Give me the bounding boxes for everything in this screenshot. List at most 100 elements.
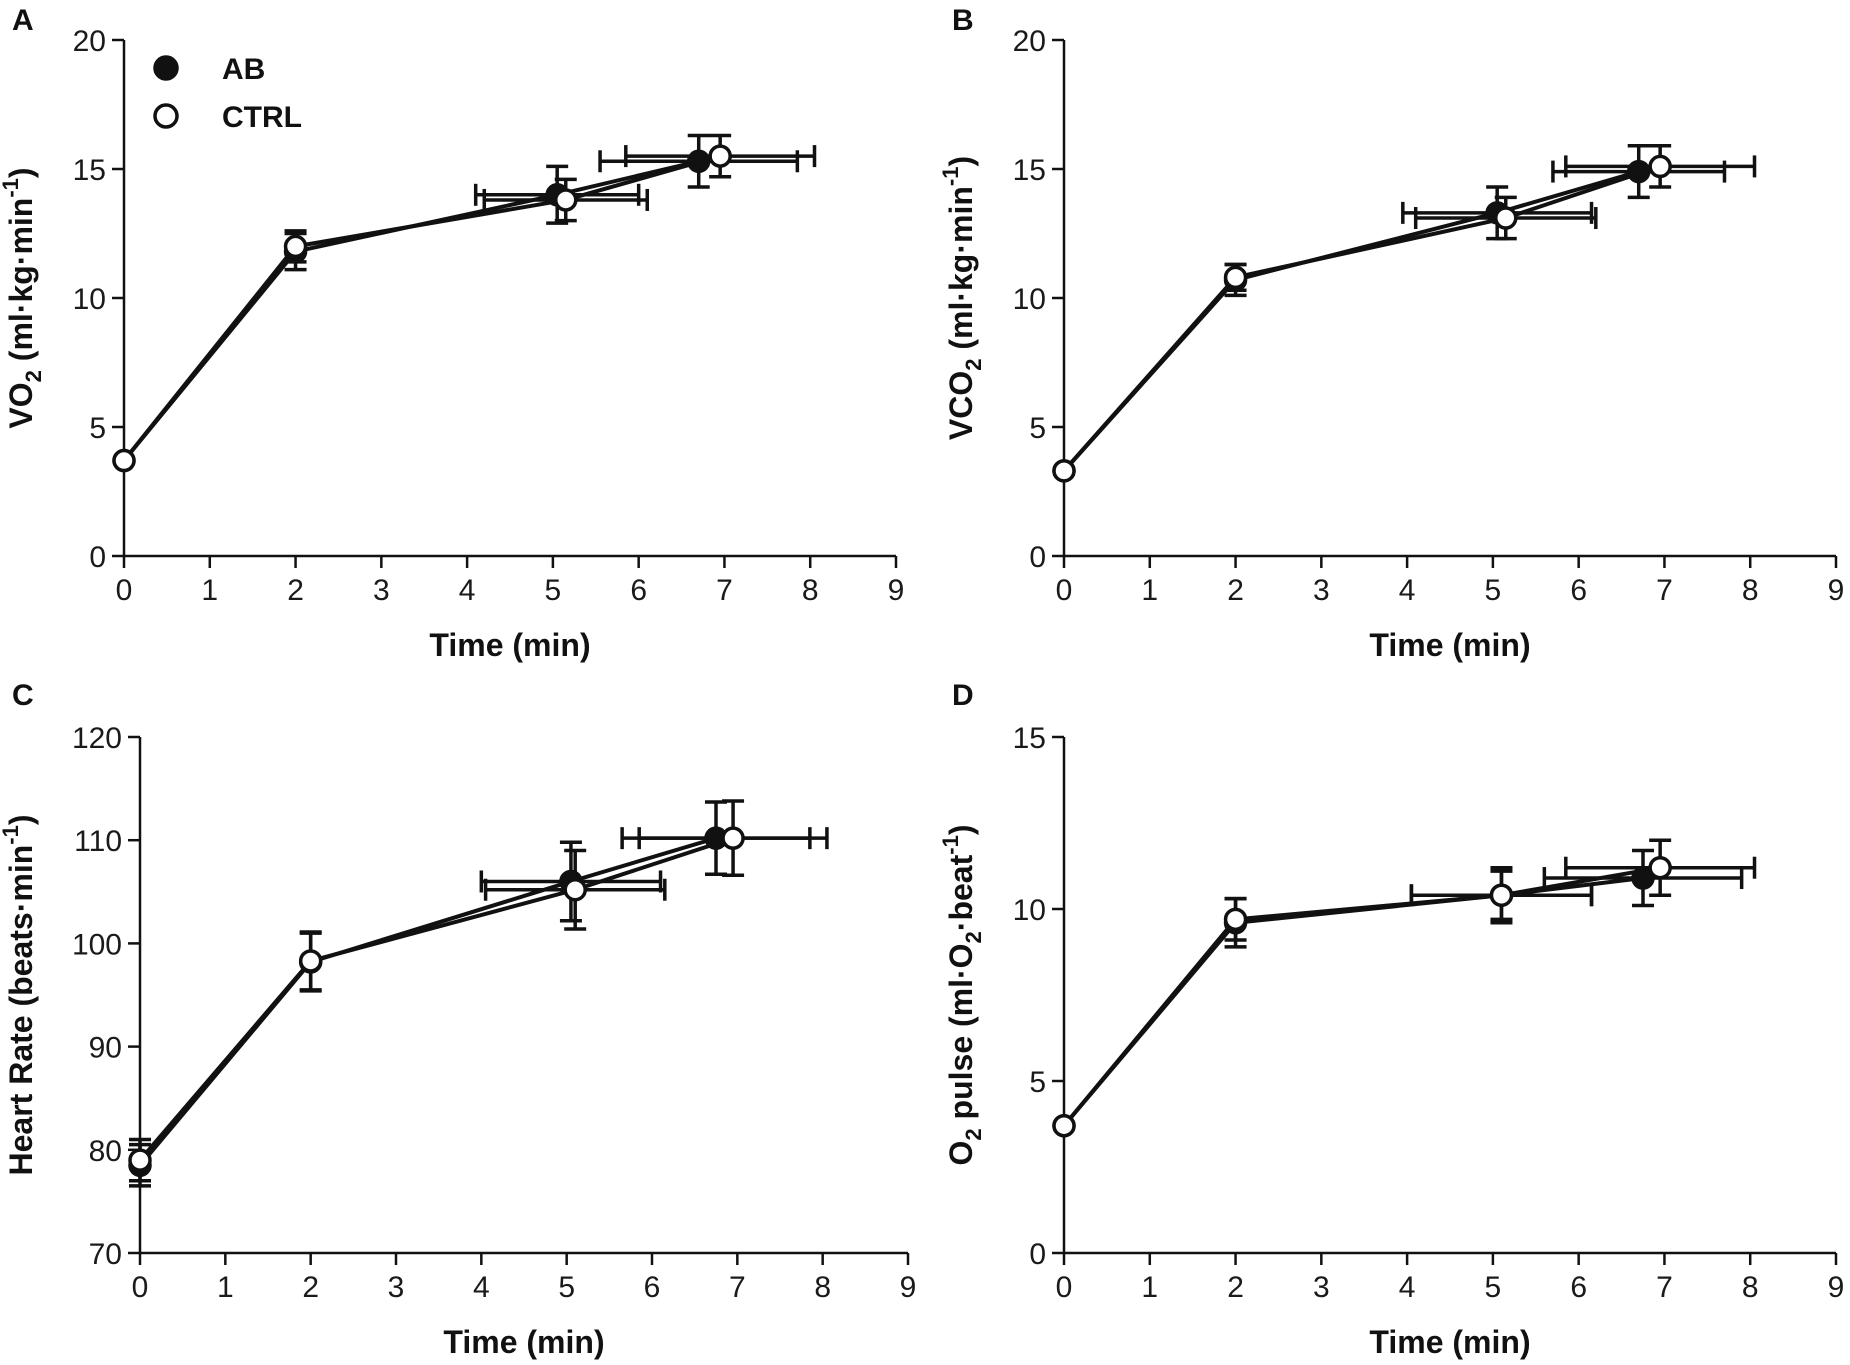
x-tick-label: 5: [545, 574, 562, 607]
series-line: [138, 836, 717, 1167]
x-tick-label: 8: [1742, 1271, 1759, 1304]
x-tick-label: 3: [388, 1271, 405, 1304]
y-tick-label: 5: [1029, 1066, 1046, 1099]
series-line: [138, 836, 734, 1162]
x-tick-label: 0: [1056, 574, 1073, 607]
y-tick-label: 120: [72, 722, 122, 755]
x-tick-label: 7: [716, 574, 733, 607]
series-ab: [112, 133, 800, 473]
x-tick-label: 1: [217, 1271, 234, 1304]
legend-marker-ab: [153, 55, 179, 81]
data-point-ctrl: [721, 826, 745, 850]
x-tick-label: 0: [1056, 1271, 1073, 1304]
x-tick-label: 2: [302, 1271, 319, 1304]
x-tick-label: 6: [1570, 1271, 1587, 1304]
legend-label-ab: AB: [222, 53, 265, 86]
y-axis-title: VO2 (ml·kg·min-1): [0, 167, 46, 428]
data-point-ctrl: [1648, 154, 1672, 179]
data-point-ctrl: [283, 234, 308, 259]
x-tick-label: 9: [1828, 1271, 1845, 1304]
series-ctrl: [128, 799, 829, 1183]
panel-letter: A: [12, 4, 34, 37]
series-ab: [128, 800, 812, 1188]
y-axis-title: Heart Rate (beats·min-1): [0, 815, 39, 1176]
y-tick-label: 100: [72, 928, 122, 961]
x-tick-label: 4: [1399, 1271, 1416, 1304]
y-tick-label: 70: [89, 1238, 122, 1271]
series-line: [122, 154, 721, 462]
x-tick-label: 0: [116, 574, 133, 607]
x-axis-title: Time (min): [1369, 627, 1530, 663]
series-ctrl: [1052, 144, 1757, 483]
data-point-ctrl: [128, 1148, 152, 1172]
series-line: [122, 159, 700, 462]
panel-letter: C: [12, 679, 34, 712]
x-tick-label: 3: [1313, 1271, 1330, 1304]
x-tick-label: 1: [1141, 1271, 1158, 1304]
x-tick-label: 1: [201, 574, 218, 607]
data-point-ctrl: [1052, 1113, 1076, 1138]
series-ctrl: [112, 133, 817, 473]
legend-label-ctrl: CTRL: [222, 101, 302, 134]
x-axis-title: Time (min): [1369, 1324, 1530, 1360]
panel-a: A 0 1 2 3 4 5 6 7 8 9 0 5 10 15 20 Time (min) VO2 (ml·kg·…: [0, 4, 904, 663]
x-tick-label: 3: [1313, 574, 1330, 607]
y-axis-title: VCO2 (ml·kg·min-1): [938, 156, 986, 440]
x-axis-title: Time (min): [443, 1324, 604, 1360]
data-point-ctrl: [298, 949, 323, 973]
x-tick-label: 1: [1141, 574, 1158, 607]
y-tick-label: 10: [1013, 894, 1046, 927]
x-tick-label: 9: [900, 1271, 917, 1304]
y-tick-label: 15: [73, 154, 106, 187]
y-tick-label: 0: [89, 541, 106, 574]
x-tick-label: 9: [888, 574, 905, 607]
series-line: [1062, 164, 1661, 473]
series-ctrl: [1052, 838, 1757, 1138]
data-point-ctrl: [1489, 883, 1514, 907]
x-tick-label: 8: [1742, 574, 1759, 607]
legend: AB CTRL: [153, 53, 302, 134]
x-tick-label: 6: [644, 1271, 661, 1304]
y-tick-label: 15: [1013, 154, 1046, 187]
x-tick-label: 4: [459, 574, 476, 607]
y-tick-label: 0: [1029, 541, 1046, 574]
data-point-ctrl: [112, 448, 136, 473]
x-tick-label: 7: [729, 1271, 746, 1304]
x-tick-label: 8: [802, 574, 819, 607]
x-tick-label: 2: [1227, 1271, 1244, 1304]
y-axis-title: O2 pulse (ml·O2·beat-1): [938, 825, 986, 1166]
y-tick-label: 20: [73, 25, 106, 58]
x-tick-label: 3: [373, 574, 390, 607]
panel-letter: D: [952, 679, 974, 712]
y-tick-label: 0: [1029, 1238, 1046, 1271]
y-tick-label: 10: [73, 283, 106, 316]
series-line: [1062, 876, 1644, 1128]
y-tick-label: 90: [89, 1032, 122, 1065]
y-tick-label: 20: [1013, 25, 1046, 58]
data-point-ctrl: [1223, 265, 1248, 290]
series-ab: [1052, 848, 1744, 1138]
x-tick-label: 5: [1485, 574, 1502, 607]
data-point-ctrl: [1494, 206, 1518, 230]
x-tick-label: 2: [1227, 574, 1244, 607]
data-point-ctrl: [1052, 459, 1076, 483]
panel-c: C 0 1 2 3 4 5 6 7 8 9 70 80 90 100 110 120 Time (min) Hear…: [0, 679, 916, 1360]
y-tick-label: 110: [74, 825, 122, 858]
series-line: [1062, 865, 1661, 1127]
data-point-ctrl: [554, 188, 578, 212]
y-tick-label: 5: [1029, 412, 1046, 445]
x-tick-label: 7: [1656, 574, 1673, 607]
y-tick-label: 80: [89, 1135, 122, 1168]
panel-b: B 0 1 2 3 4 5 6 7 8 9 0 5 10 15 20 Time (min) VCO2 (ml·kg…: [938, 4, 1844, 663]
legend-marker-ctrl: [153, 103, 179, 129]
y-tick-label: 5: [89, 412, 106, 445]
panel-letter: B: [952, 4, 974, 37]
data-point-ctrl: [708, 144, 732, 168]
x-tick-label: 9: [1828, 574, 1845, 607]
x-tick-label: 4: [473, 1271, 490, 1304]
x-tick-label: 7: [1656, 1271, 1673, 1304]
x-tick-label: 5: [558, 1271, 575, 1304]
x-tick-label: 6: [630, 574, 647, 607]
data-point-ctrl: [1648, 855, 1672, 880]
